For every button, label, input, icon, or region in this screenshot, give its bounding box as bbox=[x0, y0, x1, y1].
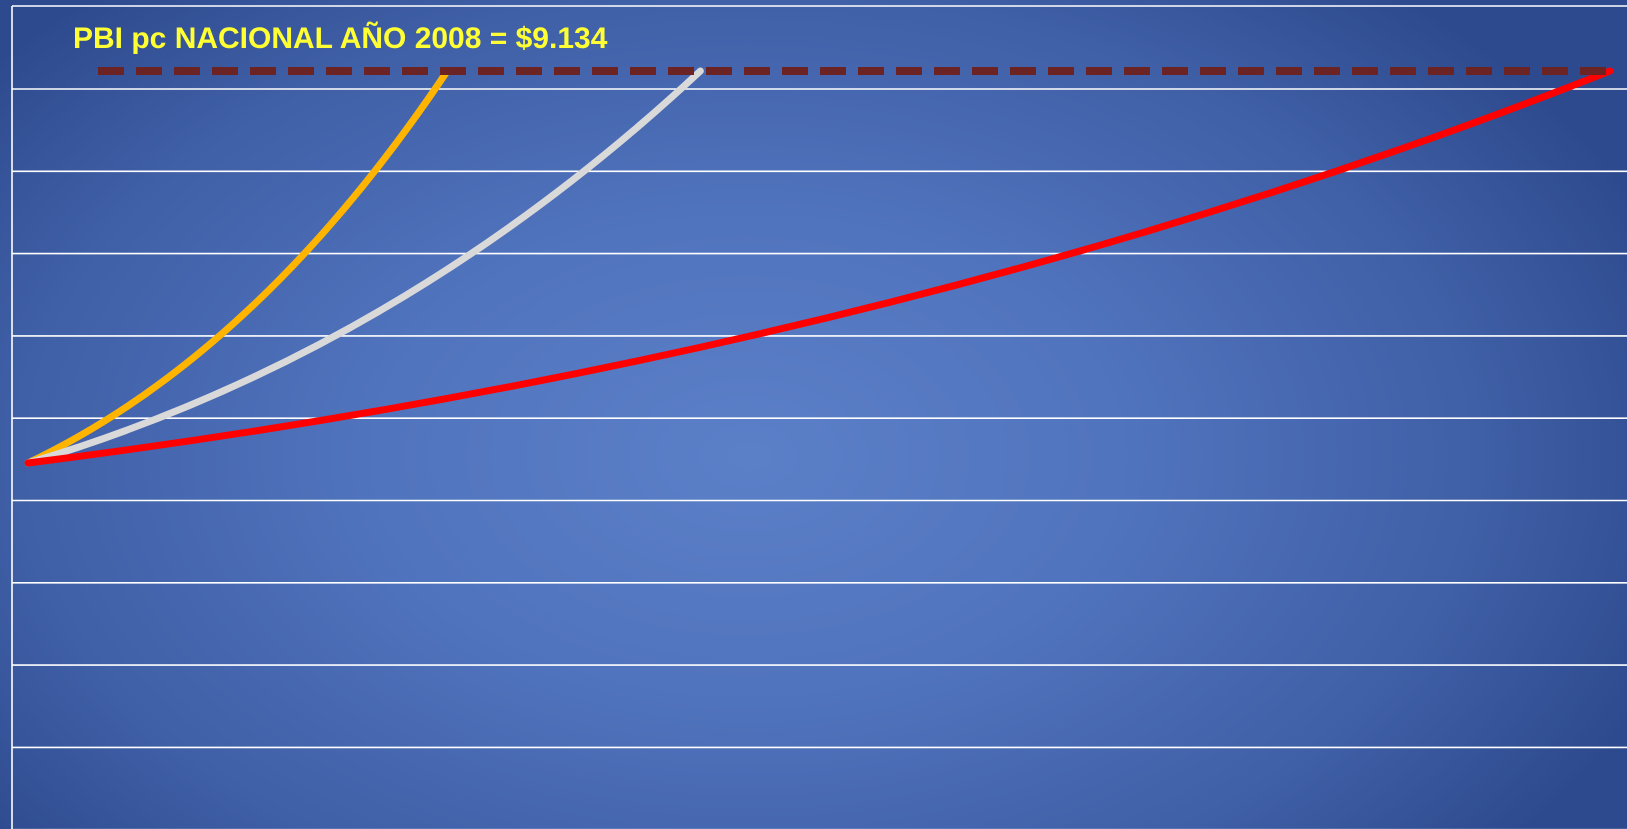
series-line-1 bbox=[24, 67, 451, 467]
chart-title: PBI pc NACIONAL AÑO 2008 = $9.134 bbox=[73, 22, 608, 55]
gridlines bbox=[11, 5, 1627, 829]
series-lines bbox=[24, 67, 1614, 467]
series-line-2 bbox=[24, 67, 704, 467]
series-line-3 bbox=[24, 67, 1614, 467]
